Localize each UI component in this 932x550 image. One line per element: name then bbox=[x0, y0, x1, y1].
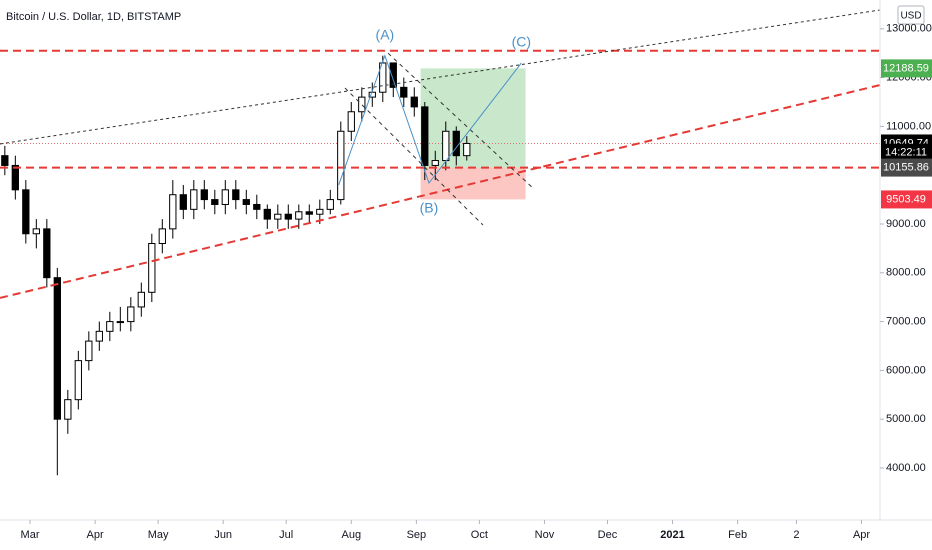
wave-label: (A) bbox=[376, 26, 395, 42]
x-tick-label: Sep bbox=[407, 529, 427, 541]
candle-body bbox=[127, 306, 135, 323]
candle-body bbox=[242, 199, 250, 205]
candle-body bbox=[305, 211, 313, 215]
candle-body bbox=[410, 96, 418, 108]
chart-title: Bitcoin / U.S. Dollar, 1D, BITSTAMP bbox=[6, 11, 181, 23]
price-label-bg bbox=[881, 158, 932, 177]
trendline bbox=[387, 52, 534, 189]
candle-body bbox=[221, 189, 229, 205]
x-tick-label: Apr bbox=[853, 529, 870, 541]
candle-body bbox=[253, 203, 261, 210]
price-label: 12188.59 bbox=[883, 62, 929, 74]
candle-body bbox=[53, 277, 61, 420]
trendline bbox=[344, 87, 484, 226]
candle-body bbox=[337, 130, 345, 201]
x-tick-label: Oct bbox=[471, 529, 488, 541]
candle-body bbox=[431, 160, 439, 166]
candle-body bbox=[169, 194, 177, 230]
candle-body bbox=[232, 189, 240, 201]
candle-body bbox=[389, 62, 397, 88]
y-tick-label: 9000.00 bbox=[886, 218, 926, 230]
candle-body bbox=[347, 111, 355, 132]
trendline bbox=[0, 84, 881, 299]
candle-body bbox=[158, 228, 166, 245]
candle-body bbox=[116, 321, 124, 324]
x-tick-label: 2 bbox=[793, 529, 799, 541]
candle-body bbox=[400, 86, 408, 98]
candle-body bbox=[326, 199, 334, 210]
y-tick-label: 5000.00 bbox=[886, 413, 926, 425]
x-tick-label: May bbox=[148, 529, 169, 541]
candle-body bbox=[106, 321, 114, 332]
candle-body bbox=[43, 228, 51, 279]
x-tick-label: Apr bbox=[87, 529, 104, 541]
x-tick-label: Jul bbox=[279, 529, 293, 541]
price-label-bg bbox=[881, 59, 932, 78]
candle-body bbox=[452, 130, 460, 157]
trendline bbox=[0, 9, 881, 145]
candle-body bbox=[442, 130, 450, 162]
price-label-bg bbox=[881, 190, 932, 209]
y-tick-label: 13000.00 bbox=[886, 23, 932, 35]
wave-label: (C) bbox=[512, 34, 531, 50]
plot-area: (A) (B) (C) bbox=[0, 9, 881, 476]
candle-body bbox=[284, 213, 292, 220]
y-tick-label: 11000.00 bbox=[886, 120, 931, 132]
candle-body bbox=[200, 189, 208, 201]
y-tick-label: 7000.00 bbox=[886, 315, 926, 327]
candle-body bbox=[148, 243, 156, 293]
candle-body bbox=[137, 291, 145, 308]
candle-body bbox=[463, 142, 471, 157]
price-label: 9503.49 bbox=[886, 193, 926, 205]
price-label: 10155.86 bbox=[883, 161, 929, 173]
candle-body bbox=[179, 194, 187, 210]
candle-body bbox=[1, 155, 9, 166]
y-tick-label: 6000.00 bbox=[886, 364, 926, 376]
candle-body bbox=[85, 340, 93, 362]
x-tick-label: Feb bbox=[728, 529, 747, 541]
x-tick-label: Jun bbox=[214, 529, 232, 541]
candle-body bbox=[32, 228, 40, 235]
currency[interactable]: USD bbox=[900, 11, 921, 22]
candle-body bbox=[22, 189, 30, 235]
x-tick-label: Mar bbox=[21, 529, 40, 541]
y-tick-label: 4000.00 bbox=[886, 462, 926, 474]
currency-box[interactable] bbox=[897, 5, 925, 25]
candle-body bbox=[211, 199, 219, 205]
x-tick-label: 2021 bbox=[660, 529, 684, 541]
candle-body bbox=[74, 360, 82, 401]
candle-body bbox=[295, 211, 303, 220]
price-label: 14:22:11 bbox=[885, 147, 927, 159]
candle-body bbox=[263, 208, 271, 220]
candle-body bbox=[274, 213, 282, 220]
x-tick-label: Aug bbox=[341, 529, 361, 541]
y-tick-label: 8000.00 bbox=[886, 267, 926, 279]
wave-label: (B) bbox=[420, 200, 439, 216]
candle-body bbox=[11, 164, 19, 191]
x-tick-label: Nov bbox=[535, 529, 555, 541]
candle-body bbox=[64, 399, 72, 420]
candle-body bbox=[421, 106, 429, 166]
x-tick-label: Dec bbox=[598, 529, 618, 541]
candle-body bbox=[358, 96, 366, 113]
target-zone bbox=[420, 68, 526, 168]
candle-body bbox=[190, 189, 198, 210]
price-label-bg bbox=[881, 143, 932, 162]
candle-body bbox=[95, 330, 103, 342]
candle-body bbox=[316, 208, 324, 215]
wave-line bbox=[338, 54, 522, 186]
